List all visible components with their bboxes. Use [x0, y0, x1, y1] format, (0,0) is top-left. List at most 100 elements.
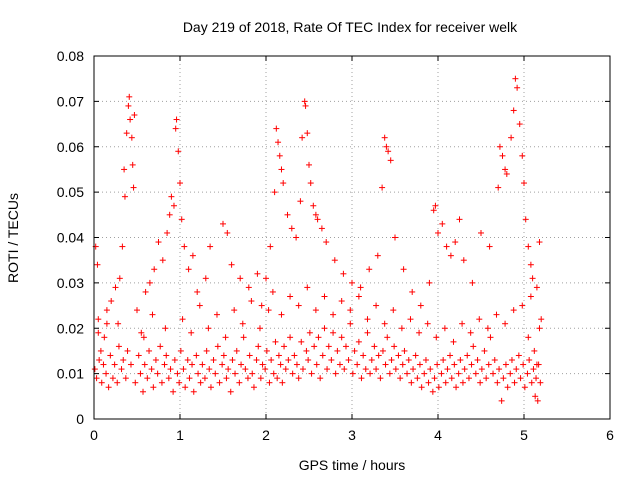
data-point: [248, 298, 255, 305]
data-point: [201, 375, 208, 382]
data-point: [474, 357, 481, 364]
data-point: [163, 352, 170, 359]
data-point: [98, 379, 105, 386]
data-point: [140, 388, 147, 395]
data-point: [443, 243, 450, 250]
data-point: [291, 352, 298, 359]
data-point: [203, 347, 210, 354]
data-point: [507, 370, 514, 377]
data-point: [180, 366, 187, 373]
data-point: [275, 139, 282, 146]
data-point: [194, 288, 201, 295]
data-point: [170, 388, 177, 395]
data-point: [121, 193, 128, 200]
data-point: [216, 379, 223, 386]
data-point: [360, 352, 367, 359]
data-point: [499, 152, 506, 159]
data-point: [279, 379, 286, 386]
data-point: [164, 229, 171, 236]
data-point: [345, 357, 352, 364]
data-point: [93, 375, 100, 382]
data-point: [207, 243, 214, 250]
data-point: [521, 180, 527, 187]
data-point: [258, 302, 265, 309]
data-point: [310, 202, 317, 209]
data-point: [137, 370, 144, 377]
data-point: [282, 366, 289, 373]
data-point: [459, 379, 466, 386]
data-point: [308, 370, 315, 377]
data-point: [175, 148, 182, 155]
data-point: [119, 243, 126, 250]
data-point: [408, 379, 415, 386]
data-point: [367, 370, 374, 377]
data-point: [185, 266, 192, 273]
data-point: [510, 107, 517, 114]
data-point: [254, 270, 261, 277]
data-point: [307, 180, 314, 187]
data-point: [150, 384, 157, 391]
data-point: [531, 347, 538, 354]
data-point: [122, 375, 129, 382]
data-point: [502, 320, 509, 327]
y-tick-label: 0.02: [57, 320, 84, 336]
data-point: [520, 361, 527, 368]
data-point: [338, 298, 345, 305]
data-point: [427, 366, 434, 373]
data-point: [177, 347, 184, 354]
data-points: [91, 75, 545, 404]
data-point: [269, 288, 276, 295]
data-point: [123, 130, 130, 137]
data-point: [490, 370, 497, 377]
data-point: [516, 121, 523, 128]
data-point: [158, 379, 165, 386]
data-point: [496, 143, 503, 150]
data-point: [312, 307, 319, 314]
data-point: [242, 366, 249, 373]
data-point: [341, 366, 348, 373]
data-point: [190, 388, 197, 395]
data-point: [189, 252, 196, 259]
data-point: [330, 311, 337, 318]
data-point: [214, 343, 221, 350]
data-point: [177, 180, 183, 187]
data-point: [115, 320, 122, 327]
data-point: [517, 375, 524, 382]
data-point: [508, 357, 515, 364]
data-point: [285, 357, 292, 364]
data-point: [321, 293, 328, 300]
data-point: [432, 202, 439, 209]
data-point: [388, 357, 395, 364]
data-point: [383, 143, 390, 150]
data-point: [276, 152, 283, 159]
data-point: [288, 225, 295, 232]
data-point: [382, 361, 389, 368]
y-tick-labels: 0 0.01 0.02 0.03 0.04 0.05 0.06 0.07 0.08: [57, 48, 84, 427]
data-point: [491, 357, 498, 364]
data-point: [439, 220, 446, 227]
data-point: [409, 288, 416, 295]
data-point: [189, 361, 196, 368]
data-point: [134, 307, 140, 314]
data-point: [527, 261, 534, 268]
y-tick-label: 0.07: [57, 93, 84, 109]
data-point: [238, 361, 245, 368]
chart-title: Day 219 of 2018, Rate Of TEC Index for r…: [183, 19, 518, 35]
data-point: [220, 220, 226, 227]
data-point: [323, 239, 330, 246]
data-point: [298, 338, 305, 345]
data-point: [386, 370, 393, 377]
data-point: [148, 366, 155, 373]
data-point: [495, 184, 502, 191]
data-point: [96, 357, 103, 364]
data-point: [503, 170, 510, 177]
data-point: [398, 325, 405, 332]
data-point: [535, 361, 542, 368]
data-point: [304, 130, 311, 137]
data-point: [373, 366, 380, 373]
data-point: [315, 334, 322, 341]
data-point: [340, 270, 347, 277]
data-point: [385, 148, 392, 155]
data-point: [508, 134, 515, 141]
x-tick-labels: 0 1 2 3 4 5 6: [90, 427, 614, 443]
